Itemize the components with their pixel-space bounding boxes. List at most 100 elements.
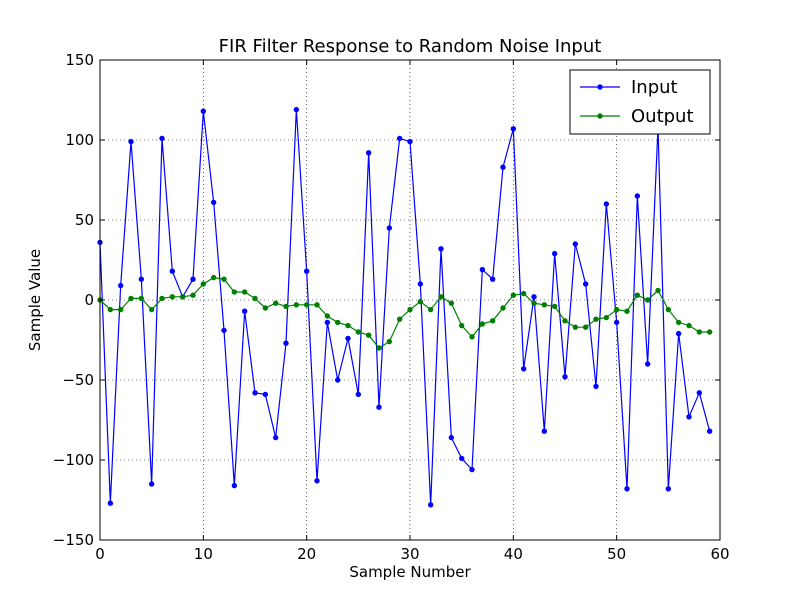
tick-label-layer: 0 10 20 30 40 50 60 −150 −100 −50 0 50 100 150 (53, 51, 730, 563)
input-series-line (99, 109, 711, 505)
input-data-point (675, 330, 682, 337)
output-data-point (634, 292, 641, 298)
y-tick-label: 150 (65, 51, 94, 69)
input-data-point (200, 108, 207, 114)
output-data-point (510, 292, 517, 298)
input-data-point (128, 138, 134, 145)
output-data-point (644, 297, 651, 303)
output-data-point (365, 332, 372, 338)
input-data-point (138, 276, 145, 282)
x-tick-label: 40 (504, 545, 523, 563)
input-data-point (272, 434, 279, 441)
input-data-point (572, 241, 579, 247)
input-data-point (314, 478, 320, 484)
input-data-point (665, 486, 672, 492)
input-data-point (531, 294, 537, 300)
output-data-point (210, 274, 217, 281)
input-data-point (376, 404, 382, 410)
output-data-point (376, 345, 382, 351)
input-data-point (603, 201, 610, 207)
input-data-point (582, 281, 589, 287)
input-data-point (644, 361, 651, 367)
output-data-point (551, 303, 558, 310)
input-data-point (386, 225, 393, 231)
output-data-point (665, 306, 672, 313)
output-data-point (706, 329, 713, 335)
legend-box (569, 69, 711, 135)
input-data-point (241, 308, 248, 314)
input-data-point (469, 466, 475, 473)
output-data-point (283, 303, 289, 310)
output-data-point (252, 295, 258, 302)
output-data-point (314, 302, 320, 308)
legend-output-label: Output (631, 106, 694, 127)
y-tick-label: −100 (53, 451, 94, 469)
output-data-point (448, 300, 455, 306)
grid-layer (100, 60, 720, 540)
output-data-point (562, 318, 568, 324)
legend-output-marker (597, 113, 603, 119)
output-data-point (190, 292, 196, 298)
legend: Input Output (569, 69, 711, 135)
input-data-point (551, 250, 558, 257)
output-data-point (624, 308, 630, 314)
y-tick-label: −50 (62, 371, 94, 389)
output-data-point (293, 302, 300, 308)
chart-title: FIR Filter Response to Random Noise Inpu… (219, 36, 602, 57)
output-data-point (479, 321, 486, 327)
input-data-point (624, 486, 630, 492)
output-data-point (303, 302, 310, 308)
output-data-point (541, 302, 548, 308)
output-data-point (655, 287, 661, 294)
input-data-point (438, 246, 444, 252)
input-data-point (613, 319, 620, 326)
input-data-point (489, 276, 496, 282)
output-data-point (427, 306, 434, 313)
output-data-point (396, 316, 403, 322)
input-data-point (562, 374, 568, 380)
output-data-point (407, 306, 413, 313)
output-data-point (696, 329, 703, 335)
output-data-point (613, 306, 620, 313)
input-data-point (593, 383, 599, 390)
output-data-point (469, 334, 475, 340)
output-data-point (200, 281, 207, 287)
output-data-point (169, 294, 176, 300)
input-data-point (231, 482, 238, 489)
y-axis-label: Sample Value (26, 249, 44, 351)
output-data-point (531, 300, 537, 306)
input-data-point (365, 150, 372, 156)
output-data-point (272, 300, 279, 306)
input-data-point (148, 481, 155, 487)
input-data-point (696, 390, 703, 396)
legend-input-marker (597, 84, 603, 90)
input-data-point (686, 414, 692, 420)
y-tick-label: 100 (65, 131, 94, 149)
x-axis-label: Sample Number (349, 563, 471, 581)
input-data-point (510, 126, 517, 132)
legend-input-label: Input (631, 77, 678, 98)
input-data-point (210, 199, 217, 206)
x-tick-label: 50 (607, 545, 626, 563)
output-data-point (438, 294, 444, 300)
output-data-point (231, 289, 238, 295)
output-data-point (489, 318, 496, 324)
input-data-point (190, 276, 196, 282)
input-data-point (500, 164, 506, 170)
input-data-point (334, 377, 341, 383)
output-data-point (355, 329, 362, 335)
input-data-point (262, 391, 269, 398)
input-data-point (520, 366, 527, 372)
output-data-point (582, 324, 589, 330)
input-data-point (458, 455, 465, 462)
input-data-point (117, 282, 124, 289)
output-data-point (458, 322, 465, 329)
output-data-point (520, 290, 527, 297)
input-data-point (345, 335, 351, 342)
x-tick-label: 10 (194, 545, 213, 563)
y-tick-label: 0 (84, 291, 94, 309)
output-data-point (221, 276, 227, 282)
output-data-point (159, 295, 165, 302)
input-data-point (427, 502, 434, 508)
output-data-point (334, 319, 341, 326)
